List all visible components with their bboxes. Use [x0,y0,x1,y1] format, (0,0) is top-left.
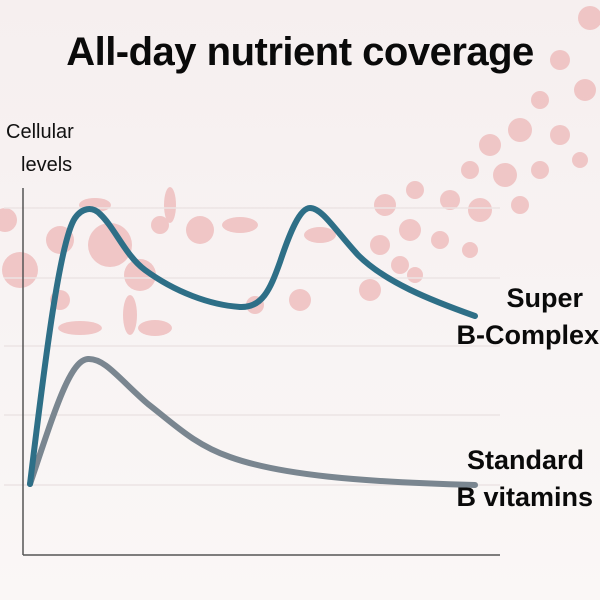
y-axis-label-line2: levels [21,154,73,176]
legend-super-b-complex: Super B-Complex [400,280,599,354]
legend-standard-line2: B vitamins [456,482,593,512]
y-axis-label: Cellular levels [6,116,96,182]
series-super-b-complex [27,204,478,487]
legend-super-line2: B-Complex [456,320,599,350]
y-axis-label-line1: Cellular [6,121,74,143]
axes [22,188,500,556]
legend-standard-line1: Standard [466,445,584,475]
legend-standard-b-vitamins: Standard B vitamins [400,442,593,516]
series-standard-b-vitamins [27,356,478,488]
blood-cells-decoration [0,6,600,336]
chart-title: All-day nutrient coverage [66,30,534,74]
legend-super-line1: Super [506,283,583,313]
